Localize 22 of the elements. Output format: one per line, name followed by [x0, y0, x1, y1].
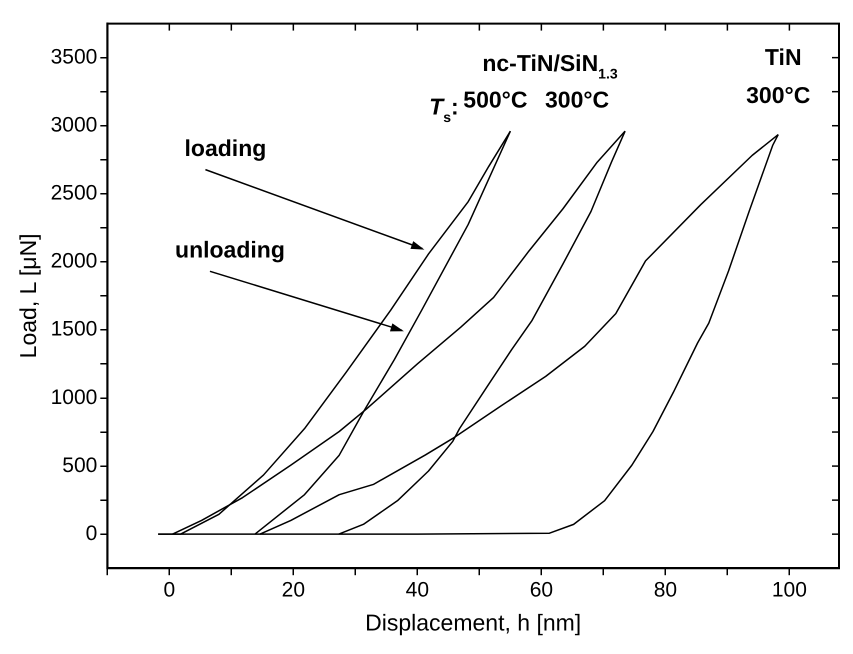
x-tick-label: 60	[530, 578, 554, 602]
annotation: unloading	[175, 236, 285, 263]
x-tick-label: 40	[406, 578, 430, 602]
annotation: 500°C	[463, 86, 528, 112]
annotation: TiN	[764, 44, 802, 70]
annotation: 300°C	[544, 86, 610, 112]
y-tick-label: 1000	[50, 386, 98, 409]
y-tick-label: 2000	[50, 250, 98, 273]
x-tick-label: 100	[772, 578, 807, 602]
y-tick-label: 1500	[50, 318, 98, 341]
x-tick-label: 80	[654, 578, 678, 602]
annotation: 300°C	[746, 82, 810, 108]
y-tick-label: 0	[86, 522, 98, 545]
y-tick-label: 2500	[50, 182, 98, 205]
x-tick-label: 0	[163, 578, 176, 602]
y-axis-title: Load, L [μN]	[15, 233, 42, 358]
x-tick-label: 20	[282, 578, 306, 602]
y-tick-label: 3000	[50, 114, 98, 137]
y-tick-label: 500	[62, 454, 98, 477]
annotation: loading	[184, 134, 266, 161]
y-tick-label: 3500	[50, 45, 98, 68]
x-axis-title: Displacement, h [nm]	[365, 610, 582, 636]
